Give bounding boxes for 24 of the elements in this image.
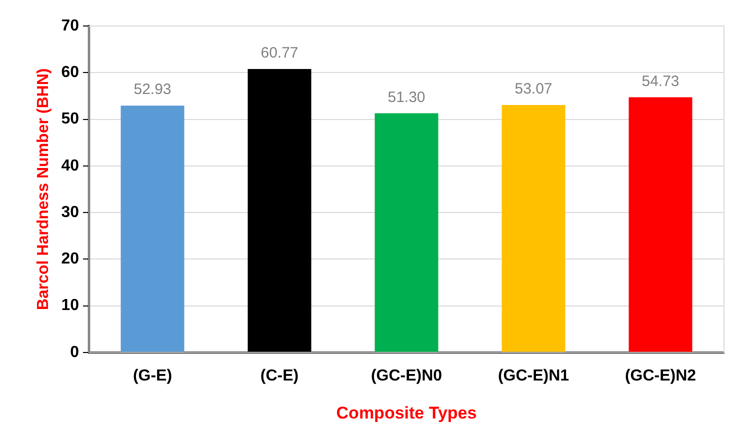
- x-tick-label: (GC-E)N0: [370, 367, 442, 384]
- y-tick-label: 40: [61, 157, 80, 174]
- bar: [628, 97, 692, 352]
- data-label: 51.30: [388, 88, 426, 106]
- data-label: 54.73: [642, 72, 680, 90]
- x-tick-label: (G-E): [132, 367, 172, 384]
- bar: [374, 113, 438, 352]
- data-label: 52.93: [134, 81, 172, 98]
- x-tick-label: (GC-E)N2: [624, 367, 696, 384]
- bar: [502, 104, 566, 352]
- y-tick-label: 50: [61, 110, 80, 128]
- x-tick-label: (C-E): [260, 367, 299, 384]
- data-label: 60.77: [260, 44, 298, 62]
- bar: [120, 106, 184, 352]
- data-label: 53.07: [514, 80, 552, 98]
- y-tick-label: 30: [61, 204, 80, 221]
- y-tick-label: 0: [70, 344, 80, 361]
- y-tick-label: 60: [61, 64, 80, 82]
- x-tick-label: (GC-E)N1: [498, 367, 570, 384]
- y-tick-label: 20: [61, 250, 80, 268]
- y-tick-label: 70: [61, 17, 80, 34]
- y-axis-title: Barcol Hardness Number (BHN): [35, 68, 52, 310]
- x-axis-title: Composite Types: [336, 403, 477, 422]
- y-tick-label: 10: [61, 297, 80, 314]
